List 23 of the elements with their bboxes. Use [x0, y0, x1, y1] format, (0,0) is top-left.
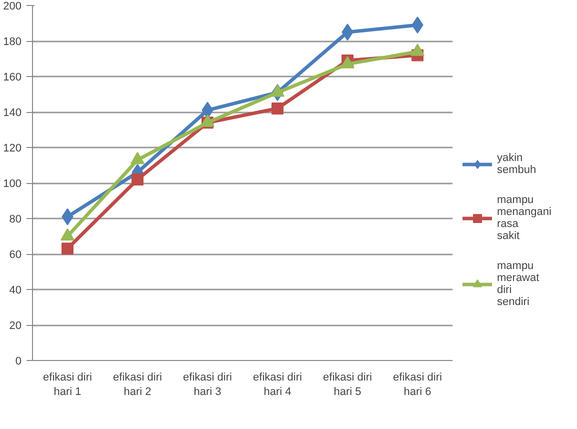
point — [62, 242, 74, 255]
y-tick-label: 60 — [9, 249, 22, 261]
x-tick-label: efikasi diri hari 5 — [323, 372, 372, 398]
x-tick-label: efikasi diri hari 4 — [253, 372, 302, 398]
y-tick-label: 180 — [3, 36, 22, 48]
x-tick-label: efikasi diri hari 2 — [113, 372, 162, 398]
y-tick-label: 120 — [3, 142, 22, 154]
y-tick-label: 20 — [9, 320, 22, 332]
x-tick-label: efikasi diri hari 1 — [43, 372, 92, 398]
x-tick-label: efikasi diri hari 6 — [393, 372, 442, 398]
y-tick-label: 100 — [3, 178, 22, 190]
y-tick-label: 40 — [9, 284, 22, 296]
point — [272, 102, 284, 114]
x-tick-label: efikasi diri hari 3 — [183, 372, 232, 398]
y-tick-label: 200 — [3, 0, 22, 12]
legend-label: mampu merawat diri sendiri — [497, 260, 540, 308]
point — [132, 173, 144, 186]
legend-label: yakin sembuh — [497, 152, 538, 176]
y-tick-label: 80 — [9, 214, 22, 226]
y-tick-label: 160 — [3, 72, 22, 84]
y-tick-label: 140 — [3, 107, 22, 119]
y-tick-label: 0 — [15, 356, 22, 368]
legend-label: mampu menangani rasa sakit — [497, 194, 552, 242]
